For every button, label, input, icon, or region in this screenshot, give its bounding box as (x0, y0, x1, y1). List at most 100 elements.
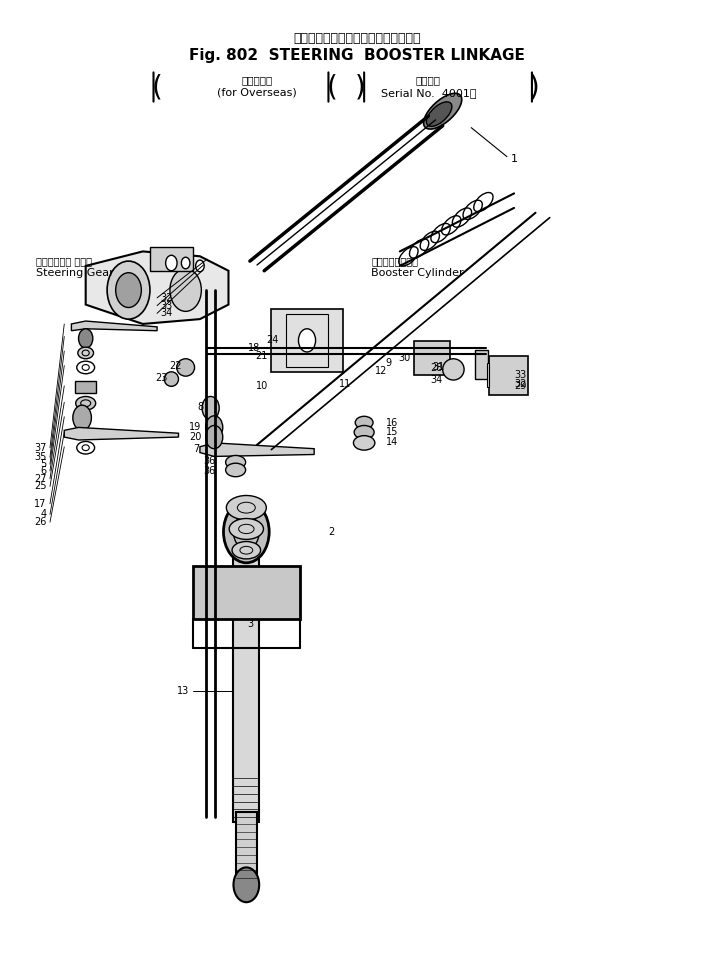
Ellipse shape (443, 359, 464, 380)
Polygon shape (200, 443, 314, 456)
Text: 22: 22 (169, 361, 182, 370)
Circle shape (196, 260, 204, 272)
Text: 30: 30 (398, 353, 411, 363)
Circle shape (170, 269, 201, 311)
Bar (75, 381, 96, 393)
Text: 24: 24 (266, 336, 278, 345)
Text: 29: 29 (514, 381, 526, 391)
Ellipse shape (354, 425, 374, 439)
Circle shape (73, 405, 91, 430)
Ellipse shape (426, 102, 452, 127)
Text: 8: 8 (197, 402, 203, 412)
Bar (236, 812, 257, 880)
Text: 32: 32 (514, 379, 526, 389)
Bar (489, 356, 528, 395)
Text: 34: 34 (431, 375, 443, 385)
Text: 適用号機: 適用号機 (416, 75, 441, 85)
Ellipse shape (353, 435, 375, 451)
Bar (233, 532, 259, 822)
Text: ): ) (355, 73, 366, 101)
Text: 18: 18 (248, 343, 261, 353)
Ellipse shape (226, 495, 266, 520)
Text: ステアリング　ブースタ　リンケージ: ステアリング ブースタ リンケージ (293, 32, 421, 45)
Text: 13: 13 (177, 687, 189, 696)
Text: 31: 31 (432, 363, 444, 372)
Circle shape (107, 261, 150, 319)
Text: 35: 35 (34, 453, 46, 462)
Text: 1: 1 (511, 154, 518, 163)
Polygon shape (64, 427, 178, 440)
Ellipse shape (78, 347, 94, 359)
Text: Booster Cylinder: Booster Cylinder (371, 268, 464, 278)
Circle shape (298, 329, 316, 352)
Text: (: ( (326, 73, 338, 101)
Circle shape (181, 257, 190, 269)
Bar (193, 566, 300, 619)
Text: 27: 27 (34, 474, 46, 484)
Circle shape (79, 329, 93, 348)
Text: 12: 12 (375, 366, 387, 376)
Polygon shape (71, 321, 157, 331)
Bar (475, 350, 488, 379)
Bar (150, 247, 193, 271)
Ellipse shape (164, 371, 178, 387)
Ellipse shape (226, 455, 246, 469)
Ellipse shape (177, 359, 194, 376)
Circle shape (166, 255, 177, 271)
Text: 33: 33 (514, 370, 526, 380)
Text: 19: 19 (189, 423, 201, 432)
Circle shape (202, 396, 219, 420)
Circle shape (206, 425, 223, 449)
Text: 7: 7 (193, 444, 200, 454)
Text: 20: 20 (189, 432, 201, 442)
Bar (414, 341, 450, 375)
Text: ブースタシリンダ: ブースタシリンダ (371, 256, 418, 266)
Text: 9: 9 (386, 358, 392, 367)
Ellipse shape (355, 417, 373, 429)
Text: 5: 5 (40, 459, 46, 469)
Bar (286, 314, 328, 367)
Circle shape (223, 501, 269, 563)
Ellipse shape (77, 441, 94, 454)
Text: Fig. 802  STEERING  BOOSTER LINKAGE: Fig. 802 STEERING BOOSTER LINKAGE (189, 47, 525, 63)
Text: 海　外　用: 海 外 用 (241, 75, 273, 85)
Text: 33: 33 (161, 301, 173, 310)
Text: 17: 17 (34, 499, 46, 509)
Text: 6: 6 (40, 466, 46, 476)
Text: 37: 37 (34, 443, 46, 453)
Text: Steering Gear: Steering Gear (36, 268, 114, 278)
Text: 11: 11 (339, 379, 351, 389)
Text: 3: 3 (247, 619, 253, 629)
Bar (487, 363, 489, 387)
Bar (271, 309, 343, 372)
Ellipse shape (76, 396, 96, 410)
Text: 36: 36 (203, 456, 216, 466)
Text: 2: 2 (328, 527, 335, 537)
Polygon shape (86, 251, 228, 324)
Text: 16: 16 (386, 418, 398, 427)
Ellipse shape (229, 518, 263, 540)
Text: 28: 28 (431, 364, 443, 373)
Ellipse shape (226, 463, 246, 477)
Text: Serial No.  4001～: Serial No. 4001～ (381, 88, 476, 98)
Text: 34: 34 (161, 308, 173, 318)
Text: 14: 14 (386, 437, 398, 447)
Text: (for Overseas): (for Overseas) (217, 88, 297, 98)
Text: 26: 26 (34, 517, 46, 527)
Circle shape (116, 273, 141, 308)
Ellipse shape (77, 362, 94, 373)
Text: 4: 4 (40, 510, 46, 519)
Text: 21: 21 (256, 351, 268, 361)
Ellipse shape (232, 542, 261, 559)
Text: 23: 23 (156, 373, 168, 383)
Text: 32: 32 (161, 293, 173, 303)
Text: 25: 25 (34, 482, 46, 491)
Text: 10: 10 (256, 381, 268, 391)
Text: ): ) (528, 73, 540, 101)
Circle shape (206, 416, 223, 439)
Text: 36: 36 (203, 466, 216, 476)
Text: ステアリング ギヤー: ステアリング ギヤー (36, 256, 91, 266)
Text: (: ( (151, 73, 163, 101)
Circle shape (233, 867, 259, 902)
Text: 15: 15 (386, 427, 398, 437)
